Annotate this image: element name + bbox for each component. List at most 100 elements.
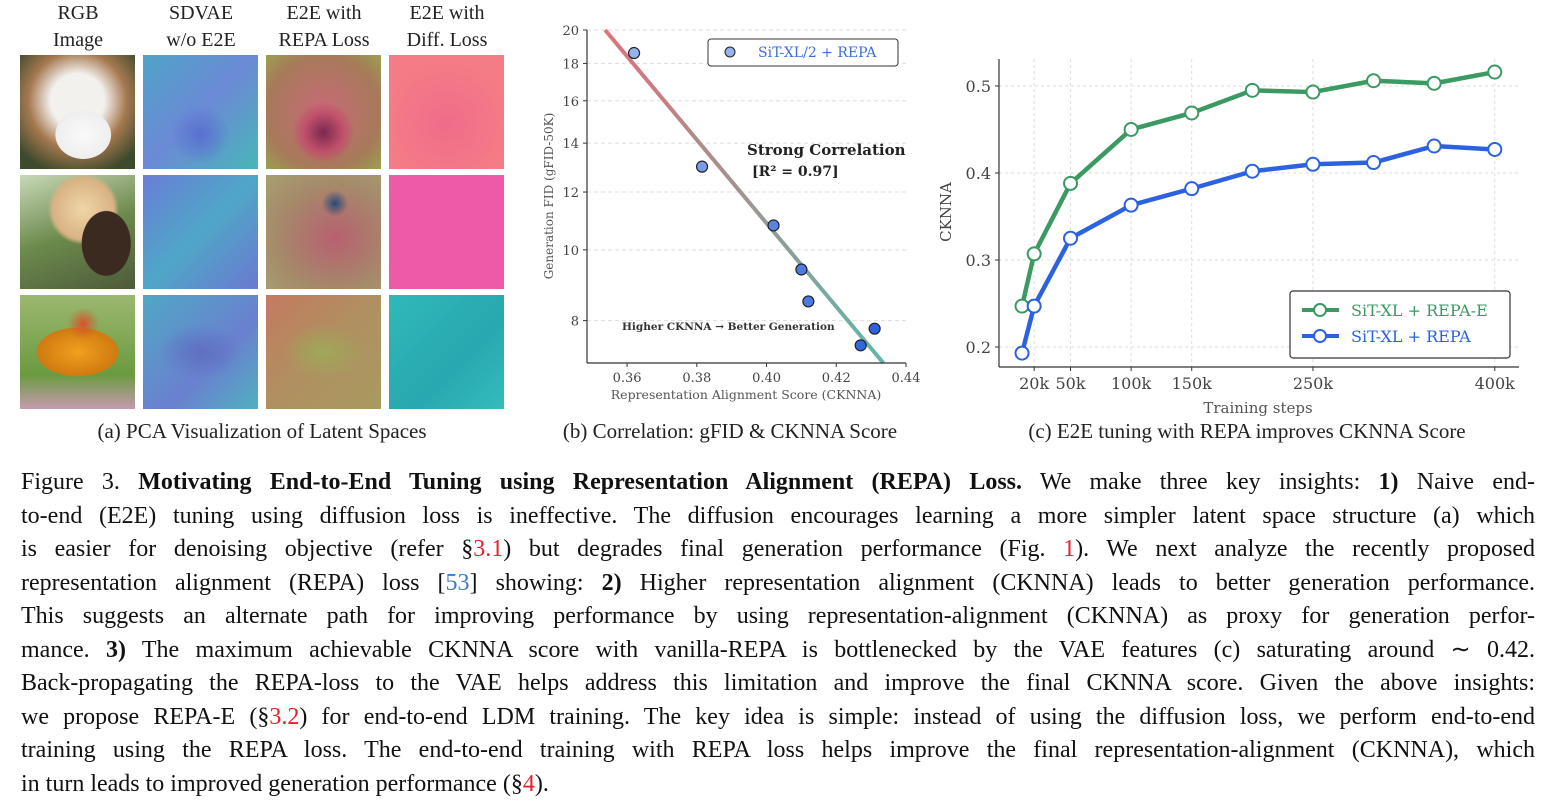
header-line: REPA Loss bbox=[278, 29, 370, 51]
caption-line: we propose REPA-E (§3.2) for end-to-end … bbox=[21, 701, 1535, 735]
image-butterfly-e2e-repa bbox=[266, 295, 381, 409]
image-monkey-e2e-repa bbox=[266, 175, 381, 289]
legend-label-repa: SiT-XL + REPA bbox=[1351, 327, 1471, 346]
reference-link[interactable]: 3.2 bbox=[269, 703, 300, 730]
y-axis-label: CKNNA bbox=[937, 182, 955, 242]
data-point bbox=[627, 46, 641, 60]
caption-text: We make three key insights: bbox=[1022, 469, 1379, 495]
data-point bbox=[1366, 73, 1382, 89]
header-line: w/o E2E bbox=[166, 29, 236, 51]
legend-marker-repa-e bbox=[1313, 303, 1327, 317]
y-tick-label: 20 bbox=[562, 24, 579, 39]
y-tick-label: 0.4 bbox=[966, 164, 991, 183]
series-line-0 bbox=[1019, 69, 1496, 307]
y-tick-label: 0.2 bbox=[966, 338, 991, 357]
x-tick-label: 20k bbox=[1019, 374, 1049, 393]
figure-caption: Figure 3. Motivating End-to-End Tuning u… bbox=[21, 466, 1535, 801]
caption-text: Naive end- bbox=[1398, 469, 1535, 495]
caption-text: we propose REPA-E (§ bbox=[21, 703, 270, 730]
caption-text: in turn leads to improved generation per… bbox=[21, 770, 523, 797]
data-point bbox=[1123, 197, 1139, 213]
x-tick-label: 0.36 bbox=[613, 371, 642, 386]
panel-c-caption: (c) E2E tuning with REPA improves CKNNA … bbox=[1028, 419, 1466, 443]
column-header-sdvae: SDVAE w/o E2E bbox=[136, 0, 266, 54]
data-point bbox=[1063, 175, 1079, 191]
data-point bbox=[767, 219, 780, 232]
y-tick-label: 0.5 bbox=[966, 77, 991, 96]
annotation-note: Higher CKNNA → Better Generation bbox=[622, 321, 835, 333]
data-point bbox=[1426, 138, 1442, 154]
x-tick-label: 400k bbox=[1475, 374, 1516, 393]
header-line: RGB bbox=[57, 2, 99, 24]
image-dog-e2e-repa bbox=[266, 55, 381, 169]
caption-line: This suggests an alternate path for impr… bbox=[21, 600, 1535, 634]
legend: SiT-XL + REPA-E SiT-XL + REPA bbox=[1289, 290, 1511, 359]
data-point bbox=[1366, 155, 1382, 171]
series-line-1 bbox=[1019, 143, 1495, 354]
y-tick-label: 16 bbox=[562, 95, 579, 110]
legend: SiT-XL/2 + REPA bbox=[707, 38, 899, 67]
data-point bbox=[1184, 181, 1200, 197]
caption-text: 2) bbox=[601, 569, 622, 596]
caption-text: 3) bbox=[105, 636, 126, 663]
caption-text: Motivating End-to-End Tuning using Repre… bbox=[138, 469, 1023, 495]
header-line: E2E with bbox=[286, 2, 362, 24]
reference-link[interactable]: 3.1 bbox=[473, 536, 504, 562]
data-point bbox=[868, 322, 881, 335]
caption-text: ). bbox=[534, 770, 549, 797]
caption-line: training using the REPA loss. The end-to… bbox=[21, 734, 1535, 768]
caption-text: training using the REPA loss. The end-to… bbox=[21, 737, 1535, 763]
correlation-chart: 8 10 12 14 16 18 20 0.36 0.38 0.40 0.42 0.44 Genera… bbox=[542, 24, 920, 402]
column-header-e2e-diff: E2E with Diff. Loss bbox=[382, 0, 512, 54]
caption-text: is easier for denoising objective (refer… bbox=[21, 536, 474, 562]
data-point bbox=[1487, 141, 1503, 157]
x-tick-label: 50k bbox=[1055, 374, 1085, 393]
caption-text: representation alignment (REPA) loss [ bbox=[21, 569, 446, 596]
caption-line: Figure 3. Motivating End-to-End Tuning u… bbox=[21, 466, 1535, 500]
legend-marker-repa bbox=[1313, 329, 1327, 343]
column-header-e2e-repa: E2E with REPA Loss bbox=[259, 0, 389, 54]
data-point bbox=[1305, 156, 1321, 172]
caption-line: is easier for denoising objective (refer… bbox=[21, 533, 1535, 567]
data-point bbox=[1244, 163, 1260, 179]
legend-label: SiT-XL/2 + REPA bbox=[758, 45, 877, 61]
reference-link[interactable]: 4 bbox=[522, 770, 535, 797]
data-point bbox=[1305, 84, 1321, 100]
legend-marker bbox=[724, 46, 736, 58]
x-axis-label: Representation Alignment Score (CKNNA) bbox=[611, 387, 881, 402]
column-header-rgb: RGB Image bbox=[13, 0, 143, 54]
image-dog-e2e-diff bbox=[389, 55, 504, 169]
reference-link[interactable]: 53 bbox=[445, 569, 470, 596]
legend-label-repa-e: SiT-XL + REPA-E bbox=[1351, 301, 1488, 320]
caption-line: representation alignment (REPA) loss [53… bbox=[21, 567, 1535, 601]
caption-line: to-end (E2E) tuning using diffusion loss… bbox=[21, 500, 1535, 534]
caption-text: to-end (E2E) tuning using diffusion loss… bbox=[21, 502, 1535, 529]
caption-text: ] showing: bbox=[469, 569, 602, 596]
image-butterfly-rgb bbox=[20, 295, 135, 409]
data-point bbox=[795, 263, 808, 276]
header-line: E2E with bbox=[409, 2, 485, 24]
reference-link[interactable]: 1 bbox=[1063, 536, 1076, 562]
panel-a-caption: (a) PCA Visualization of Latent Spaces bbox=[97, 419, 427, 443]
panel-b-caption: (b) Correlation: gFID & CKNNA Score bbox=[562, 419, 898, 443]
data-point bbox=[854, 339, 867, 352]
annotation-r2: [R² = 0.97] bbox=[752, 164, 839, 180]
ckkna-training-chart: 0.2 0.3 0.4 0.5 20k 50k 100k 150k 250k 400k CKNNA… bbox=[937, 59, 1519, 417]
data-point bbox=[1244, 82, 1260, 98]
caption-text: The maximum achievable CKNNA score with … bbox=[125, 636, 1535, 663]
caption-text: ). We next analyze the recently proposed bbox=[1075, 536, 1535, 562]
data-point bbox=[1014, 345, 1030, 361]
x-tick-label: 0.38 bbox=[682, 371, 711, 386]
image-butterfly-sdvae bbox=[143, 295, 258, 409]
y-tick-label: 0.3 bbox=[966, 251, 991, 270]
y-tick-label: 10 bbox=[562, 244, 579, 259]
data-point bbox=[1014, 298, 1030, 314]
x-tick-label: 250k bbox=[1293, 374, 1334, 393]
caption-text: 1) bbox=[1378, 469, 1399, 495]
image-butterfly-e2e-diff bbox=[389, 295, 504, 409]
x-tick-label: 0.42 bbox=[822, 371, 851, 386]
caption-line: mance. 3) The maximum achievable CKNNA s… bbox=[21, 634, 1535, 668]
header-line: SDVAE bbox=[168, 2, 234, 24]
data-point bbox=[802, 295, 815, 308]
data-point bbox=[1184, 105, 1200, 121]
